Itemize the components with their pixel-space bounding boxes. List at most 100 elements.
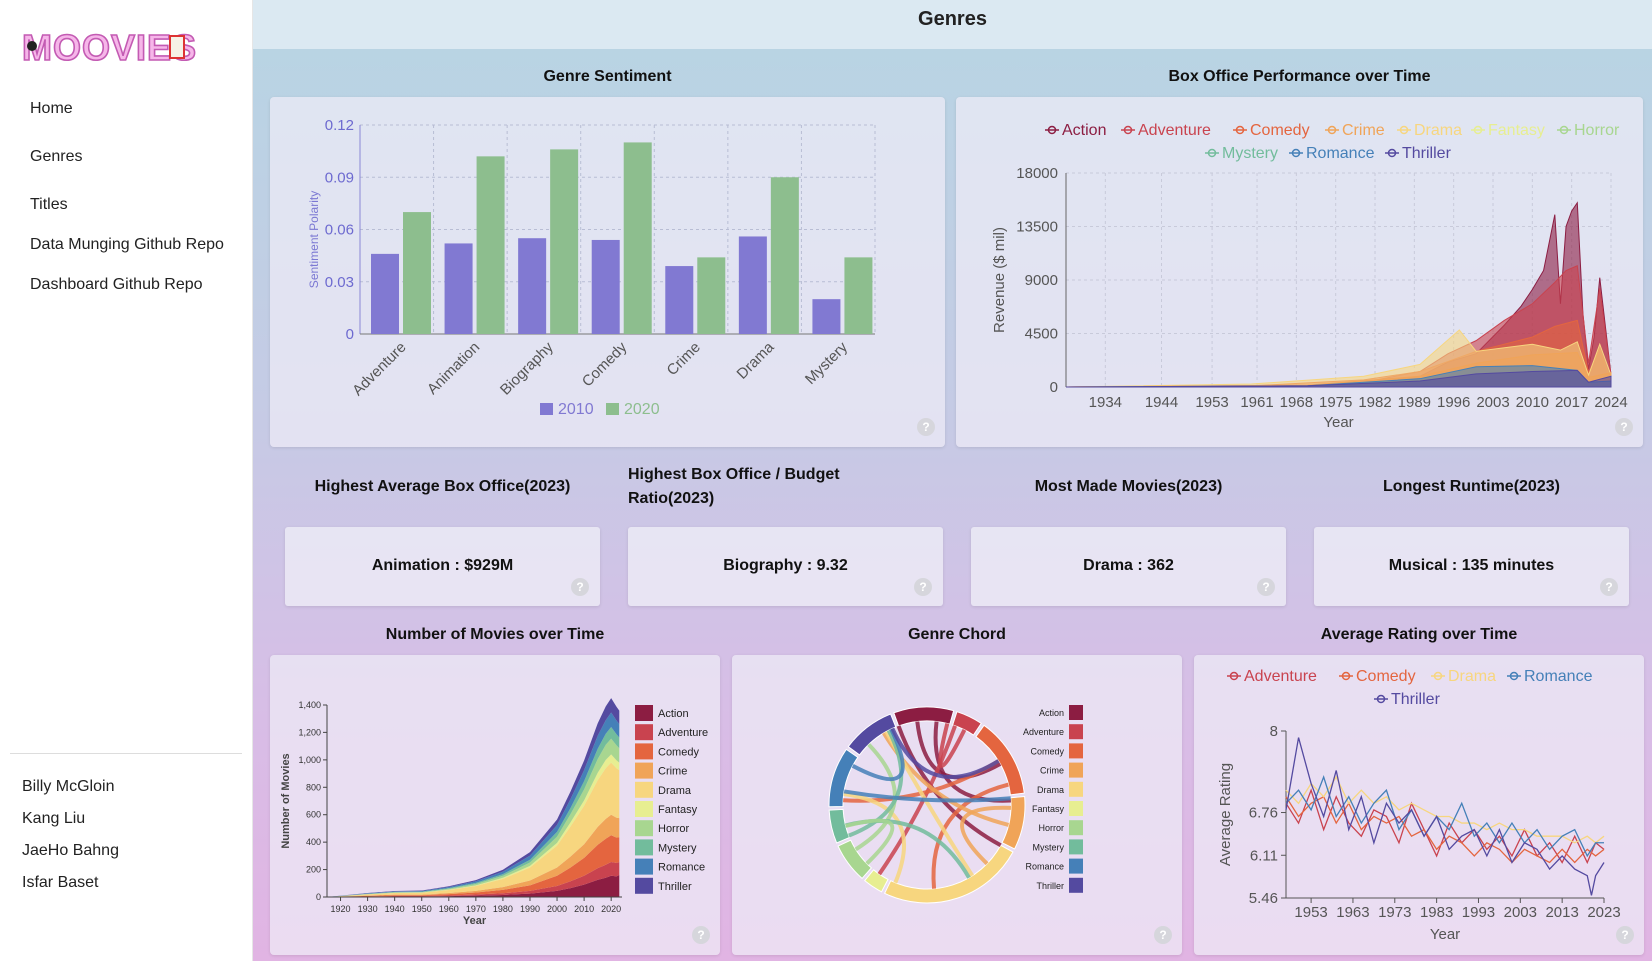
y-tick-label: 0.09 [325, 169, 354, 186]
x-tick-label: 1953 [1294, 904, 1327, 921]
legend-label: Mystery [658, 842, 697, 854]
legend-label: Comedy [658, 746, 699, 758]
legend-swatch [635, 724, 653, 741]
author-name: Billy McGloin [22, 778, 115, 795]
legend-marker [1559, 125, 1569, 135]
nav-titles[interactable]: Titles [30, 196, 68, 213]
help-icon[interactable]: ? [917, 418, 935, 436]
chord-ribbon [848, 729, 904, 838]
x-tick-label: 1963 [1336, 904, 1369, 921]
legend-label: Comedy [1250, 122, 1310, 139]
help-icon[interactable]: ? [914, 578, 932, 596]
genre-chord-chart: Action Adventure Comedy Crime Drama Fantasy Ho… [828, 705, 1083, 904]
help-icon[interactable]: ? [571, 578, 589, 596]
x-tick-label: 2000 [547, 904, 567, 914]
y-tick-label: 8 [1270, 723, 1278, 740]
chord-arc-thriller [847, 713, 897, 756]
x-tick-label: 1930 [358, 904, 378, 914]
kpi-title: Longest Runtime(2023) [1383, 478, 1560, 495]
legend-label: Romance [1524, 668, 1593, 685]
legend-marker [1387, 148, 1397, 158]
nav-genres[interactable]: Genres [30, 148, 83, 165]
x-tick-label: 1944 [1145, 394, 1178, 411]
y-tick-label: 9000 [1025, 272, 1058, 289]
x-tick-label: 2020 [601, 904, 621, 914]
rating-panel-title: Average Rating over Time [1320, 626, 1518, 643]
x-tick-label: 2003 [1476, 394, 1509, 411]
x-tick-label: Comedy [579, 338, 631, 390]
legend-swatch [635, 839, 653, 856]
legend-label: Fantasy [1032, 804, 1065, 814]
line-romance [1285, 775, 1604, 858]
legend-marker [1229, 671, 1239, 681]
legend-swatch [1069, 858, 1083, 874]
legend-label: Action [658, 708, 689, 720]
legend-swatch [1069, 781, 1083, 797]
movies-over-time-chart: 0 200 400 600 800 1,000 1,200 1,400 1920 1930 1940… [280, 698, 708, 927]
y-tick-label: 0 [346, 326, 354, 343]
y-tick-label: 1,000 [298, 755, 321, 765]
help-icon[interactable]: ? [1600, 578, 1618, 596]
box-office-chart-card: 1934 1944 1953 1961 1968 1975 1982 1989 1996 2003… [956, 97, 1643, 447]
chord-ribbon [877, 725, 957, 876]
x-tick-label: 1953 [1195, 394, 1228, 411]
legend-label: Adventure [1023, 727, 1064, 737]
legend-swatch [635, 801, 653, 817]
sidebar-divider [10, 753, 242, 754]
help-icon[interactable]: ? [692, 926, 710, 944]
x-tick-label: 2010 [574, 904, 594, 914]
chord-ribbon [843, 789, 1011, 803]
legend-swatch [1069, 743, 1083, 759]
chord-ribbon [931, 782, 1009, 889]
legend-label: Drama [1414, 122, 1462, 139]
legend-label: Mystery [1222, 145, 1278, 162]
legend-label: Thriller [1402, 145, 1452, 162]
x-tick-label: 1973 [1378, 904, 1411, 921]
legend-swatch [635, 781, 653, 798]
logo-text: MOOVIES [22, 27, 197, 68]
kpi-title: Highest Box Office / Budget Ratio(2023) [628, 466, 840, 507]
y-tick-label: 1,200 [298, 727, 321, 737]
nav-data-munging-repo[interactable]: Data Munging Github Repo [30, 236, 224, 253]
bar-2010 [665, 266, 694, 334]
legend-marker [1327, 125, 1337, 135]
legend-marker [1123, 125, 1133, 135]
bar-2020 [844, 257, 873, 334]
legend-label: Romance [658, 862, 705, 874]
nav-dashboard-repo[interactable]: Dashboard Github Repo [30, 276, 203, 293]
bar-2010 [371, 253, 399, 334]
bar-2010 [444, 243, 473, 334]
legend-marker [1047, 125, 1057, 135]
legend-swatch [635, 743, 653, 760]
x-tick-label: 1960 [439, 904, 459, 914]
y-tick-label: 6.11 [1250, 847, 1278, 864]
movies-panel-title: Number of Movies over Time [385, 626, 605, 643]
bar-2020 [623, 142, 652, 334]
legend-marker [1433, 671, 1443, 681]
bar-2020 [770, 177, 799, 334]
chord-arc-romance [828, 748, 859, 808]
help-icon[interactable]: ? [1615, 418, 1633, 436]
x-tick-label: 2023 [1587, 904, 1620, 921]
legend-marker [1235, 125, 1245, 135]
legend-label: Adventure [658, 727, 708, 739]
nav-home[interactable]: Home [30, 100, 73, 117]
legend-label: Thriller [1036, 881, 1064, 891]
legend-label: Crime [1040, 766, 1064, 776]
line-adventure [1285, 788, 1605, 865]
y-tick-label: 4500 [1025, 326, 1058, 343]
chord-arc-comedy [975, 724, 1025, 796]
help-icon[interactable]: ? [1154, 926, 1172, 944]
sentiment-chart-card: 0 0.03 0.06 0.09 0.12 Adventure Animation Biogr… [270, 97, 945, 447]
moovies-logo[interactable]: MOOVIES [20, 24, 235, 70]
rating-chart-card: 5.46 6.11 6.76 8 1953 1963 1973 1983 1993 2003 201… [1194, 655, 1644, 955]
x-tick-label: 1982 [1358, 394, 1391, 411]
bar-2010 [738, 236, 767, 334]
help-icon[interactable]: ? [1257, 578, 1275, 596]
kpi-title: Highest Average Box Office(2023) [314, 478, 571, 495]
legend-swatch [606, 403, 619, 415]
help-icon[interactable]: ? [1616, 926, 1634, 944]
x-tick-label: Mystery [802, 338, 851, 387]
x-tick-label: Animation [424, 339, 483, 398]
bar-2020 [476, 156, 505, 334]
